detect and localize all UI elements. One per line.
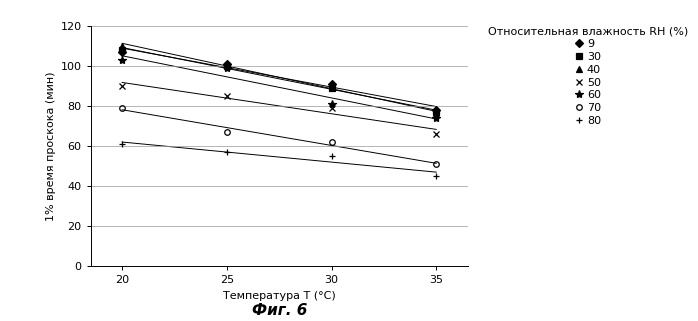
Legend: 9, 30, 40, 50, 60, 70, 80: 9, 30, 40, 50, 60, 70, 80 <box>489 26 688 126</box>
Y-axis label: 1% время проскока (мин): 1% время проскока (мин) <box>47 71 57 221</box>
Text: Фиг. 6: Фиг. 6 <box>251 303 307 318</box>
X-axis label: Температура T (°C): Температура T (°C) <box>223 291 336 301</box>
